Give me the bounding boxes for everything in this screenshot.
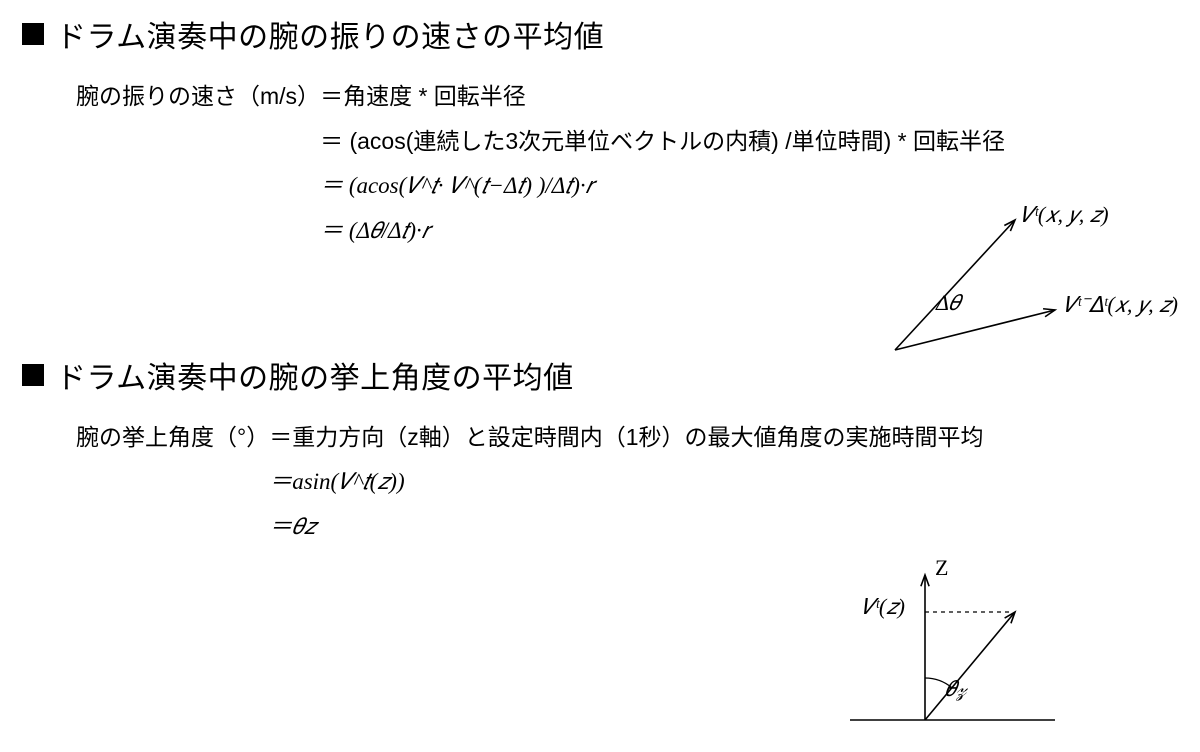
z-axis-diagram: Z 𝑉ᵗ(𝑧) 𝜃𝓏 bbox=[815, 560, 1075, 740]
section1-heading: ドラム演奏中の腕の振りの速さの平均値 bbox=[22, 12, 1178, 56]
bullet-icon bbox=[22, 23, 44, 45]
section1-line2: ＝ (acos(𝑉^𝑡· 𝑉^(𝑡−Δ𝑡) )/Δ𝑡)·𝑟 bbox=[320, 164, 594, 209]
section2-title: ドラム演奏中の腕の挙上角度の平均値 bbox=[56, 353, 574, 397]
section1-line1: ＝ (acos(連続した3次元単位ベクトルの内積) /単位時間) * 回転半径 bbox=[320, 119, 1005, 164]
delta-theta-label: Δ𝜃 bbox=[936, 290, 960, 316]
section2-line1: ＝asin(𝑉^𝑡(𝑧)) bbox=[269, 460, 404, 505]
vt-z-label: 𝑉ᵗ(𝑧) bbox=[861, 594, 905, 620]
theta-z-label: 𝜃𝓏 bbox=[945, 676, 966, 702]
bullet-icon bbox=[22, 364, 44, 386]
z-axis-label: Z bbox=[935, 555, 948, 581]
section1-title: ドラム演奏中の腕の振りの速さの平均値 bbox=[56, 12, 604, 56]
vector-angle-diagram: Δ𝜃 𝑉ᵗ(𝑥, 𝑦, 𝑧) 𝑉ᵗ⁻ᐃᵗ(𝑥, 𝑦, 𝑧) bbox=[805, 200, 1145, 370]
section2-lhs: 腕の挙上角度（°） bbox=[76, 415, 269, 460]
vt-minus-dt-label: 𝑉ᵗ⁻ᐃᵗ(𝑥, 𝑦, 𝑧) bbox=[1063, 292, 1178, 318]
section2-formulas: 腕の挙上角度（°） ＝重力方向（z軸）と設定時間内（1秒）の最大値角度の実施時間… bbox=[22, 415, 1178, 550]
section1-line0: ＝角速度 * 回転半径 bbox=[320, 74, 526, 119]
section2-line0: ＝重力方向（z軸）と設定時間内（1秒）の最大値角度の実施時間平均 bbox=[269, 415, 983, 460]
section1-lhs: 腕の振りの速さ（m/s） bbox=[76, 74, 320, 119]
section2-line2: ＝𝜃𝑧 bbox=[269, 505, 316, 550]
section1-line3: ＝ (Δ𝜃/Δ𝑡)·𝑟 bbox=[320, 209, 430, 254]
vt-label: 𝑉ᵗ(𝑥, 𝑦, 𝑧) bbox=[1020, 202, 1109, 228]
